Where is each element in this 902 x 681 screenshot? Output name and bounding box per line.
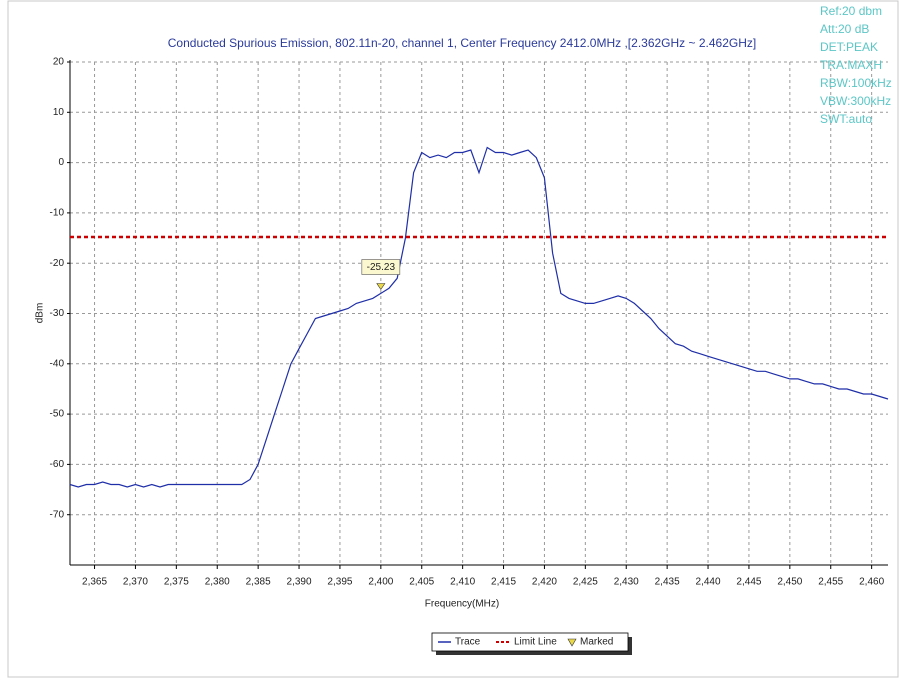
y-tick-label: -20 <box>50 258 65 269</box>
x-tick-label: 2,375 <box>164 577 189 588</box>
x-tick-label: 2,425 <box>573 577 598 588</box>
legend-label: Marked <box>580 637 613 648</box>
x-tick-label: 2,400 <box>368 577 393 588</box>
x-tick-label: 2,365 <box>82 577 107 588</box>
info-text: RBW:100kHz <box>820 76 892 90</box>
x-tick-label: 2,450 <box>777 577 802 588</box>
marker-label: -25.23 <box>367 262 396 273</box>
x-tick-label: 2,435 <box>655 577 680 588</box>
info-text: DET:PEAK <box>820 40 878 54</box>
y-tick-label: -10 <box>50 208 65 219</box>
x-tick-label: 2,460 <box>859 577 884 588</box>
legend-label: Limit Line <box>514 637 557 648</box>
y-axis-label: dBm <box>35 303 46 324</box>
x-axis-label: Frequency(MHz) <box>425 599 499 610</box>
legend-swatch <box>567 638 577 647</box>
trace-line <box>69 146 889 488</box>
marker-label-box <box>361 259 401 275</box>
info-text: Att:20 dB <box>820 22 869 36</box>
y-tick-label: -50 <box>50 409 65 420</box>
x-tick-label: 2,410 <box>450 577 475 588</box>
chart-title: Conducted Spurious Emission, 802.11n-20,… <box>168 36 756 50</box>
info-text: VBW:300kHz <box>820 94 891 108</box>
info-text: TRA:MAXH <box>820 58 882 72</box>
y-tick-label: -40 <box>50 358 65 369</box>
x-tick-label: 2,380 <box>205 577 230 588</box>
legend-box <box>431 632 629 652</box>
x-tick-label: 2,430 <box>614 577 639 588</box>
y-tick-label: 0 <box>58 157 64 168</box>
y-tick-label: -60 <box>50 459 65 470</box>
y-tick-label: -30 <box>50 308 65 319</box>
x-tick-label: 2,440 <box>696 577 721 588</box>
marker <box>376 283 386 291</box>
y-tick-label: 10 <box>53 107 65 118</box>
x-tick-label: 2,385 <box>246 577 271 588</box>
x-tick-label: 2,390 <box>287 577 312 588</box>
legend-label: Trace <box>455 637 481 648</box>
info-text: SWT:auto <box>820 112 872 126</box>
x-tick-label: 2,455 <box>818 577 843 588</box>
x-tick-label: 2,405 <box>409 577 434 588</box>
y-tick-label: 20 <box>53 57 65 68</box>
legend: Trace Limit Line Marked <box>431 632 632 655</box>
panel <box>7 0 899 678</box>
x-tick-label: 2,420 <box>532 577 557 588</box>
x-tick-label: 2,445 <box>736 577 761 588</box>
x-tick-label: 2,370 <box>123 577 148 588</box>
info-text: Ref:20 dbm <box>820 4 882 18</box>
y-tick-label: -70 <box>50 509 65 520</box>
x-tick-label: 2,395 <box>327 577 352 588</box>
x-tick-label: 2,415 <box>491 577 516 588</box>
